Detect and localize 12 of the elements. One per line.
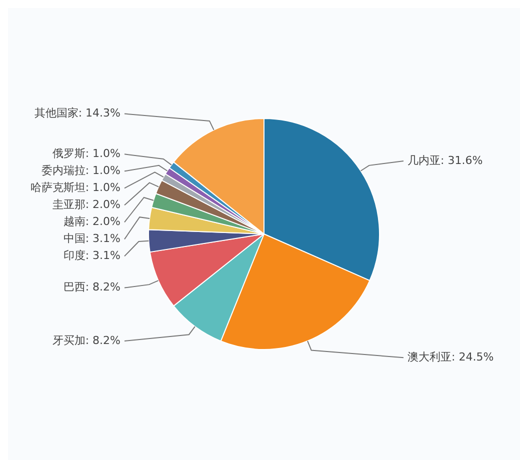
- slice-label: 牙买加: 8.2%: [52, 334, 120, 347]
- slice-label: 其他国家: 14.3%: [34, 106, 120, 120]
- slice-label: 巴西: 8.2%: [63, 280, 120, 294]
- slice-label: 俄罗斯: 1.0%: [52, 147, 120, 160]
- slice-label: 委内瑞拉: 1.0%: [41, 164, 120, 178]
- slice-label: 中国: 3.1%: [63, 232, 120, 246]
- slice-label: 印度: 3.1%: [63, 249, 120, 262]
- slice-label: 越南: 2.0%: [63, 215, 120, 228]
- slice-label: 圭亚那: 2.0%: [52, 198, 120, 212]
- slice-label: 几内亚: 31.6%: [408, 154, 483, 167]
- slice-label: 澳大利亚: 24.5%: [408, 350, 494, 364]
- slice-label: 哈萨克斯坦: 1.0%: [30, 181, 120, 194]
